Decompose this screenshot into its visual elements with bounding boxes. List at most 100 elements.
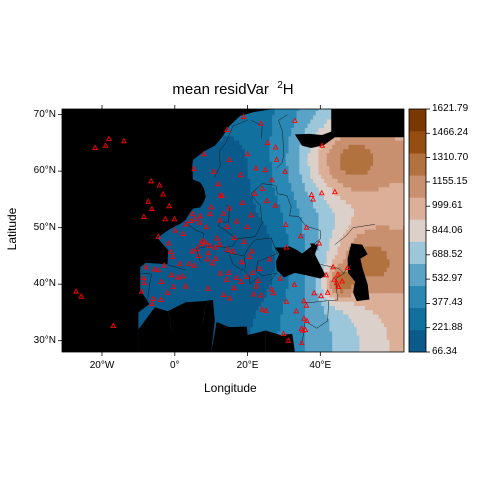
station-markers (73, 113, 351, 346)
station-marker (120, 137, 127, 144)
station-marker (92, 144, 99, 151)
station-marker (195, 252, 202, 258)
station-marker (334, 271, 341, 277)
colorbar-swatch (409, 109, 426, 132)
station-marker (263, 197, 270, 204)
station-marker (110, 322, 117, 329)
station-marker (155, 266, 162, 273)
station-marker (324, 289, 331, 295)
station-marker (323, 271, 330, 278)
station-marker (140, 274, 147, 281)
station-marker (298, 325, 305, 331)
colorbar-label: 1310.70 (432, 151, 469, 163)
station-marker (273, 156, 280, 162)
station-marker (335, 283, 342, 290)
station-marker (311, 289, 318, 296)
station-marker (212, 255, 219, 261)
station-marker (186, 260, 192, 266)
station-marker (282, 221, 289, 227)
station-marker (162, 215, 169, 222)
station-marker (138, 288, 145, 294)
station-marker (248, 211, 255, 218)
colorbar-swatch (409, 197, 426, 220)
station-marker (270, 289, 277, 296)
station-marker (169, 253, 176, 260)
station-marker (272, 202, 279, 208)
colorbar-swatch (409, 219, 426, 242)
station-marker (303, 224, 310, 230)
station-marker (160, 190, 167, 197)
colorbar-label: 999.61 (432, 200, 463, 212)
station-marker (148, 300, 155, 307)
chart-title: mean residVar 2H (62, 80, 404, 98)
station-marker (339, 277, 346, 284)
station-marker (204, 285, 211, 291)
station-marker (148, 177, 155, 184)
x-tick-label: 20°E (236, 360, 259, 371)
station-marker (187, 217, 194, 223)
colorbar-label: 688.52 (432, 248, 463, 260)
station-marker (210, 168, 217, 174)
station-marker (226, 205, 233, 211)
station-marker (331, 188, 338, 195)
station-marker (283, 244, 290, 250)
x-axis-label: Longitude (204, 381, 257, 395)
station-marker (302, 326, 309, 333)
x-tick-label: 40°E (309, 360, 332, 371)
station-marker (170, 283, 177, 290)
station-marker (233, 218, 240, 224)
station-marker (145, 198, 152, 204)
colorbar-swatch (409, 131, 426, 154)
station-marker (319, 142, 326, 148)
colorbar-swatch (409, 307, 426, 331)
station-marker (171, 215, 178, 222)
station-marker (238, 258, 245, 265)
station-marker (189, 247, 196, 254)
station-marker (189, 210, 196, 217)
station-marker (225, 269, 232, 275)
y-tick-label: 30°N (33, 334, 56, 346)
colorbar-label: 1155.15 (432, 175, 468, 187)
station-marker (158, 278, 165, 284)
station-marker (206, 242, 213, 248)
station-marker (316, 240, 323, 246)
x-tick-label: 20°W (89, 360, 115, 371)
station-marker (282, 168, 288, 174)
station-marker (223, 276, 230, 282)
station-marker (262, 166, 269, 173)
station-marker (240, 238, 247, 244)
station-marker (105, 135, 112, 142)
station-marker (156, 181, 163, 188)
station-marker (191, 262, 198, 268)
colorbar-label: 1466.24 (432, 127, 469, 139)
station-marker (318, 292, 324, 299)
station-marker (200, 150, 207, 157)
station-marker (209, 259, 216, 266)
station-marker (191, 165, 198, 171)
station-marker (231, 284, 238, 291)
station-marker (166, 202, 173, 209)
station-marker (264, 139, 271, 145)
station-marker (216, 241, 223, 247)
station-marker (164, 289, 171, 295)
y-tick-label: 40°N (33, 278, 56, 290)
station-marker (211, 244, 218, 250)
station-marker (224, 223, 231, 230)
station-marker (182, 282, 189, 289)
station-marker (300, 315, 307, 321)
station-marker (197, 212, 204, 219)
y-tick-label: 60°N (33, 165, 56, 177)
station-marker (158, 296, 164, 303)
station-marker (207, 210, 214, 217)
station-marker (172, 227, 179, 233)
station-marker (168, 271, 175, 278)
station-marker (248, 247, 255, 254)
station-marker (192, 215, 199, 222)
station-marker (196, 219, 203, 225)
station-marker (141, 279, 148, 286)
station-marker (102, 142, 109, 148)
x-tick-label: 0° (170, 360, 180, 371)
colorbar (408, 108, 430, 353)
